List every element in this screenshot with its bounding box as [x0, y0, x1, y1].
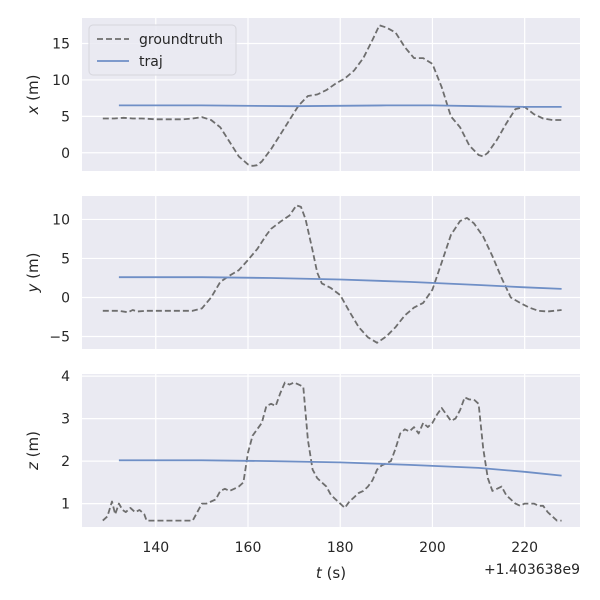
y-axis-label-var: y — [24, 282, 42, 293]
legend: groundtruth traj — [88, 24, 237, 76]
x-tick-label: 200 — [419, 540, 446, 556]
panel-z: 1 2 3 4 z (m) — [24, 369, 580, 527]
x-offset-text: +1.403638e9 — [484, 562, 580, 578]
y-tick-label: 10 — [52, 212, 70, 228]
legend-label-groundtruth: groundtruth — [139, 32, 223, 48]
panel-y: −5 0 5 10 y (m) — [24, 196, 580, 349]
y-axis-label-unit: (m) — [24, 431, 42, 462]
y-axis-label-var: z — [24, 461, 42, 471]
series-traj — [118, 276, 562, 290]
y-axis-label: y (m) — [24, 253, 42, 294]
y-axis-label: x (m) — [24, 75, 42, 116]
x-axis-label-unit: (s) — [322, 564, 346, 582]
y-tick-label: 2 — [61, 454, 70, 470]
y-tick-label: 3 — [61, 412, 70, 428]
y-tick-label: 0 — [61, 290, 70, 306]
y-tick-label: −5 — [49, 330, 70, 346]
series-groundtruth — [102, 381, 562, 522]
y-axis-label: z (m) — [24, 431, 42, 471]
legend-box — [88, 24, 237, 76]
series-groundtruth — [102, 24, 562, 167]
x-axis-label: t (s) — [316, 564, 346, 582]
y-tick-label: 1 — [61, 497, 70, 513]
y-tick-label: 4 — [61, 369, 70, 385]
y-tick-label: 5 — [61, 109, 70, 125]
series-traj — [118, 104, 562, 108]
series-groundtruth — [102, 204, 562, 344]
x-tick-label: 180 — [327, 540, 354, 556]
x-tick-label: 140 — [142, 540, 169, 556]
y-tick-label: 5 — [61, 251, 70, 267]
x-axis: 140 160 180 200 220 t (s) +1.403638e9 — [142, 540, 580, 582]
x-axis-label-var: t — [316, 564, 323, 582]
y-tick-label: 15 — [52, 37, 70, 53]
plot-area-2 — [82, 374, 580, 527]
y-tick-label: 0 — [61, 146, 70, 162]
series-traj — [118, 459, 562, 477]
y-axis-label-var: x — [24, 105, 42, 115]
y-axis-label-unit: (m) — [24, 75, 42, 106]
y-axis-label-unit: (m) — [24, 253, 42, 284]
plot-area-1 — [82, 196, 580, 349]
y-tick-label: 10 — [52, 73, 70, 89]
legend-label-traj: traj — [139, 54, 163, 70]
x-tick-label: 160 — [235, 540, 262, 556]
x-tick-label: 220 — [511, 540, 538, 556]
